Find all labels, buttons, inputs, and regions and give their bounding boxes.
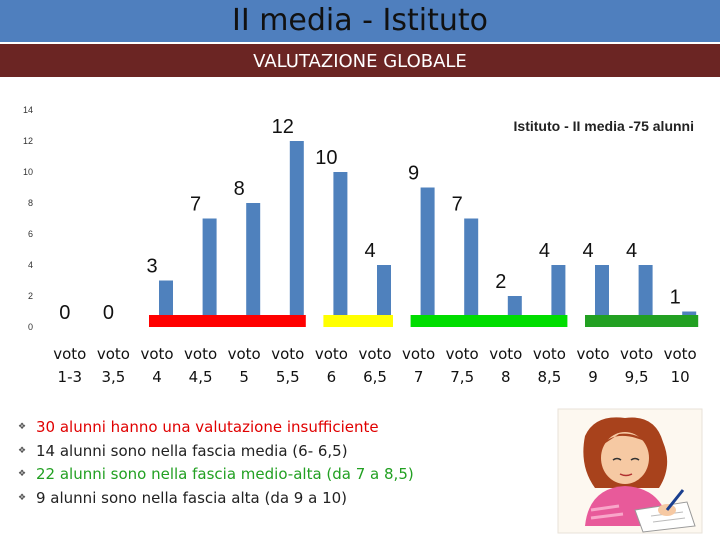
bar xyxy=(638,265,653,327)
page-title: II media - Istituto xyxy=(231,3,489,38)
data-label: 9 xyxy=(408,163,419,185)
bar xyxy=(420,187,435,327)
x-tick-label: 10 xyxy=(671,368,690,386)
data-label: 10 xyxy=(315,147,337,169)
x-tick-label: voto xyxy=(184,345,217,363)
bar xyxy=(202,218,217,327)
x-tick-label: 6 xyxy=(327,368,337,386)
x-tick-label: voto xyxy=(446,345,479,363)
note-media: 14 alunni sono nella fascia media (6- 6,… xyxy=(18,440,414,464)
y-tick-label: 12 xyxy=(23,136,33,146)
bar xyxy=(464,218,479,327)
x-tick-label: 7 xyxy=(414,368,424,386)
bar xyxy=(551,265,566,327)
band-insufficiente xyxy=(149,315,306,327)
x-tick-label: voto xyxy=(358,345,391,363)
note-text: 14 alunni sono nella fascia media (6- 6,… xyxy=(36,441,348,460)
data-label: 4 xyxy=(582,240,593,262)
subtitle-bar: VALUTAZIONE GLOBALE xyxy=(0,44,720,77)
shirt-stripes xyxy=(590,504,624,520)
data-label: 7 xyxy=(452,194,463,216)
note-alta: 9 alunni sono nella fascia alta (da 9 a … xyxy=(18,487,414,511)
x-tick-label: 5 xyxy=(239,368,249,386)
band-media xyxy=(323,315,393,327)
x-tick-label: 4 xyxy=(152,368,162,386)
data-label: 4 xyxy=(626,240,637,262)
mouth-icon xyxy=(619,473,633,477)
y-tick-label: 2 xyxy=(28,291,33,301)
bar xyxy=(333,172,348,327)
y-tick-label: 14 xyxy=(23,105,33,115)
x-tick-label: 3,5 xyxy=(101,368,125,386)
y-tick-label: 10 xyxy=(23,167,33,177)
data-label: 3 xyxy=(146,256,157,278)
band-alta xyxy=(585,315,699,327)
x-tick-label: 4,5 xyxy=(189,368,213,386)
data-label: 12 xyxy=(272,116,294,138)
y-tick-label: 4 xyxy=(28,260,33,270)
x-tick-label: voto xyxy=(620,345,653,363)
face-shape xyxy=(601,432,649,484)
x-tick-label: 9 xyxy=(588,368,598,386)
hair-fringe xyxy=(601,433,647,446)
x-tick-label: voto xyxy=(228,345,261,363)
legend-label: Istituto - II media -75 alunni xyxy=(514,118,694,134)
student-writing-illustration xyxy=(557,408,703,534)
data-label: 1 xyxy=(670,287,681,309)
note-text: 9 alunni sono nella fascia alta (da 9 a … xyxy=(36,488,348,507)
data-label: 8 xyxy=(234,178,245,200)
bar xyxy=(595,265,609,327)
x-tick-label: voto xyxy=(140,345,173,363)
data-label: 2 xyxy=(495,271,506,293)
note-text: 22 alunni sono nella fascia medio-alta (… xyxy=(36,465,414,483)
page-subtitle: VALUTAZIONE GLOBALE xyxy=(253,51,467,72)
x-tick-label: voto xyxy=(402,345,435,363)
x-tick-label: 1-3 xyxy=(58,368,83,386)
x-tick-label: voto xyxy=(271,345,304,363)
title-bar: II media - Istituto xyxy=(0,0,720,42)
y-tick-label: 0 xyxy=(28,322,33,332)
data-label: 4 xyxy=(364,240,375,262)
note-insufficient: 30 alunni hanno una valutazione insuffic… xyxy=(18,416,414,440)
x-tick-label: 9,5 xyxy=(625,368,649,386)
x-tick-label: 7,5 xyxy=(450,368,474,386)
x-tick-label: voto xyxy=(533,345,566,363)
note-medio-alta: 22 alunni sono nella fascia medio-alta (… xyxy=(18,463,414,487)
eyes-icon xyxy=(612,457,640,461)
x-tick-label: voto xyxy=(576,345,609,363)
bar-chart: 0 2 4 6 8 10 12 14 0 0 3 7 8 12 10 4 9 7 2 4 4 4 1 voto 1-3 voto 3… xyxy=(23,105,699,386)
x-tick-label: 5,5 xyxy=(276,368,300,386)
x-tick-label: 8 xyxy=(501,368,511,386)
note-text: 30 alunni hanno una valutazione insuffic… xyxy=(36,418,379,436)
x-tick-label: voto xyxy=(315,345,348,363)
data-label: 0 xyxy=(103,302,114,324)
data-label: 7 xyxy=(190,194,201,216)
x-tick-label: 8,5 xyxy=(537,368,561,386)
bar xyxy=(377,265,391,327)
data-label: 4 xyxy=(539,240,550,262)
data-label: 0 xyxy=(59,302,70,324)
y-tick-label: 6 xyxy=(28,229,33,239)
x-tick-label: voto xyxy=(664,345,697,363)
bar xyxy=(289,141,304,327)
notes-list: 30 alunni hanno una valutazione insuffic… xyxy=(18,416,414,510)
x-tick-label: 6,5 xyxy=(363,368,387,386)
x-tick-label: voto xyxy=(489,345,522,363)
bar xyxy=(246,203,261,327)
pen-icon xyxy=(665,489,685,511)
band-medio-alta xyxy=(410,315,568,327)
x-tick-label: voto xyxy=(53,345,86,363)
y-tick-label: 8 xyxy=(28,198,33,208)
x-tick-label: voto xyxy=(97,345,130,363)
